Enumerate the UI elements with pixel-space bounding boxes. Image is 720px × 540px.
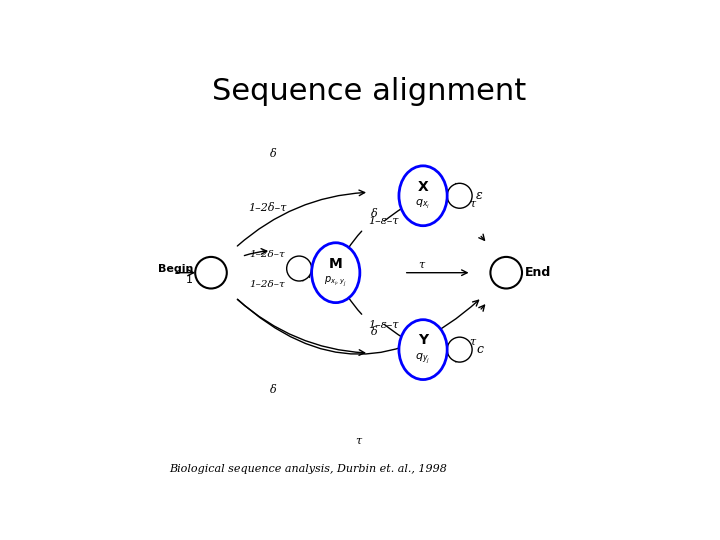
- Text: $q_{x_i}$: $q_{x_i}$: [415, 198, 431, 212]
- Text: End: End: [526, 266, 552, 279]
- Text: 1–2δ–τ: 1–2δ–τ: [249, 249, 284, 259]
- Ellipse shape: [312, 243, 360, 302]
- Text: 1–ε–τ: 1–ε–τ: [369, 320, 399, 330]
- Text: Biological sequence analysis, Durbin et. al., 1998: Biological sequence analysis, Durbin et.…: [169, 464, 447, 474]
- Text: M: M: [329, 256, 343, 271]
- Text: ε: ε: [476, 190, 483, 202]
- Text: τ: τ: [418, 260, 424, 270]
- Text: τ: τ: [469, 199, 475, 209]
- Text: Sequence alignment: Sequence alignment: [212, 77, 526, 106]
- Text: c: c: [476, 343, 483, 356]
- Text: τ: τ: [356, 436, 361, 446]
- Text: Y: Y: [418, 334, 428, 347]
- Text: 1–2δ–τ: 1–2δ–τ: [248, 203, 287, 213]
- Ellipse shape: [399, 166, 447, 226]
- Text: δ: δ: [270, 385, 276, 395]
- Text: $p_{x_i, y_j}$: $p_{x_i, y_j}$: [325, 275, 347, 289]
- Text: δ: δ: [270, 149, 276, 159]
- Text: Begin: Begin: [158, 264, 193, 274]
- Text: X: X: [418, 180, 428, 194]
- Text: $q_{y_j}$: $q_{y_j}$: [415, 352, 431, 366]
- Text: 1: 1: [186, 275, 193, 285]
- Circle shape: [490, 257, 522, 288]
- Ellipse shape: [399, 320, 447, 380]
- Circle shape: [447, 183, 472, 208]
- Circle shape: [287, 256, 312, 281]
- Text: δ: δ: [371, 210, 378, 219]
- Text: τ: τ: [469, 336, 475, 346]
- Text: 1–2δ–τ: 1–2δ–τ: [249, 280, 284, 289]
- Text: 1–ε–τ: 1–ε–τ: [369, 215, 399, 226]
- Circle shape: [195, 257, 227, 288]
- Circle shape: [447, 337, 472, 362]
- Text: δ: δ: [371, 327, 378, 337]
